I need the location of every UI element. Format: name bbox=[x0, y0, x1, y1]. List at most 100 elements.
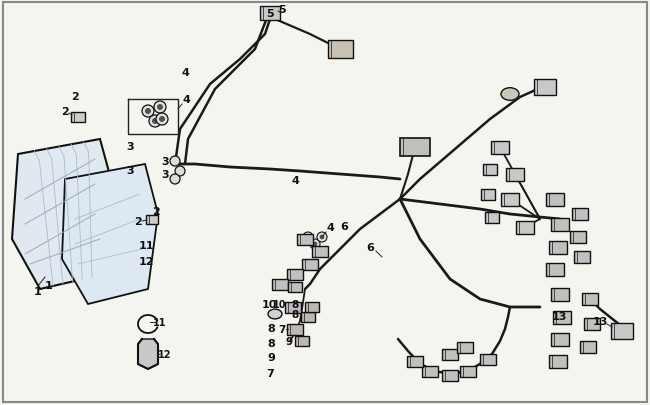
Text: 12: 12 bbox=[138, 256, 154, 266]
Bar bbox=[287, 324, 303, 335]
Ellipse shape bbox=[268, 309, 282, 319]
Bar bbox=[400, 139, 430, 157]
Bar bbox=[483, 164, 497, 175]
Text: 8: 8 bbox=[291, 309, 298, 319]
Text: 10: 10 bbox=[273, 299, 287, 309]
Text: 9: 9 bbox=[285, 336, 293, 346]
Text: 8: 8 bbox=[268, 323, 276, 333]
Circle shape bbox=[159, 117, 164, 122]
Bar bbox=[506, 168, 524, 181]
Circle shape bbox=[170, 175, 180, 185]
Text: 3: 3 bbox=[126, 142, 134, 151]
Bar bbox=[516, 221, 534, 234]
Circle shape bbox=[153, 119, 157, 124]
Bar bbox=[288, 282, 302, 292]
Bar bbox=[285, 302, 301, 313]
Bar bbox=[501, 193, 519, 206]
Polygon shape bbox=[62, 164, 158, 304]
Text: 6: 6 bbox=[341, 222, 348, 232]
Text: 11: 11 bbox=[153, 317, 167, 327]
Bar bbox=[551, 333, 569, 345]
Bar bbox=[481, 189, 495, 200]
Text: 6: 6 bbox=[366, 243, 374, 252]
Circle shape bbox=[149, 116, 161, 128]
Circle shape bbox=[157, 105, 162, 110]
Bar bbox=[491, 141, 509, 154]
Bar bbox=[295, 336, 309, 346]
Bar bbox=[442, 349, 458, 360]
Bar bbox=[570, 231, 586, 243]
Text: 11: 11 bbox=[138, 240, 154, 250]
Bar bbox=[422, 366, 438, 377]
Text: 1: 1 bbox=[34, 286, 42, 296]
Text: 13: 13 bbox=[592, 316, 608, 326]
Circle shape bbox=[156, 114, 168, 126]
Circle shape bbox=[310, 239, 320, 249]
Text: 1: 1 bbox=[45, 281, 53, 290]
Circle shape bbox=[146, 109, 151, 114]
Polygon shape bbox=[12, 140, 115, 289]
Text: 7: 7 bbox=[266, 369, 274, 378]
Text: 2: 2 bbox=[152, 207, 160, 216]
Text: 5: 5 bbox=[278, 5, 286, 15]
Bar bbox=[584, 318, 600, 330]
Bar bbox=[301, 312, 315, 322]
Text: 4: 4 bbox=[182, 95, 190, 105]
Bar bbox=[71, 113, 85, 123]
Circle shape bbox=[320, 235, 324, 239]
Bar bbox=[549, 355, 567, 368]
Bar bbox=[305, 302, 319, 312]
Text: 13: 13 bbox=[551, 312, 567, 322]
Text: 3: 3 bbox=[161, 157, 169, 166]
Text: 7: 7 bbox=[278, 324, 286, 334]
Bar bbox=[312, 246, 328, 257]
Bar bbox=[611, 323, 633, 339]
Text: 10: 10 bbox=[262, 300, 278, 309]
Circle shape bbox=[306, 235, 310, 239]
Bar bbox=[572, 209, 588, 220]
Bar bbox=[457, 342, 473, 353]
Text: 9: 9 bbox=[268, 352, 276, 362]
Bar bbox=[287, 269, 303, 280]
Bar bbox=[260, 7, 280, 21]
Bar bbox=[546, 263, 564, 276]
Ellipse shape bbox=[501, 88, 519, 101]
Bar bbox=[460, 366, 476, 377]
Circle shape bbox=[175, 166, 185, 177]
Text: 8: 8 bbox=[268, 339, 276, 348]
Bar bbox=[328, 41, 352, 59]
Polygon shape bbox=[138, 339, 158, 369]
Bar bbox=[551, 218, 569, 231]
Bar bbox=[485, 212, 499, 223]
Text: 2: 2 bbox=[61, 107, 69, 117]
Bar bbox=[480, 354, 496, 364]
Text: 4: 4 bbox=[326, 222, 334, 232]
Bar bbox=[272, 279, 288, 290]
Text: 5: 5 bbox=[266, 9, 274, 19]
Bar bbox=[546, 193, 564, 206]
Bar bbox=[407, 356, 423, 367]
Circle shape bbox=[313, 243, 317, 246]
Bar bbox=[534, 80, 556, 96]
Circle shape bbox=[154, 102, 166, 114]
Text: 3: 3 bbox=[126, 165, 134, 175]
Bar bbox=[297, 234, 313, 245]
Text: 4: 4 bbox=[181, 68, 189, 78]
Circle shape bbox=[317, 232, 327, 243]
Bar bbox=[582, 293, 598, 305]
Bar bbox=[574, 252, 590, 263]
Circle shape bbox=[142, 106, 154, 118]
Text: 2: 2 bbox=[134, 216, 142, 226]
Text: 4: 4 bbox=[292, 175, 300, 185]
Text: 3: 3 bbox=[161, 170, 169, 179]
Bar bbox=[553, 311, 571, 324]
Bar bbox=[551, 288, 569, 301]
Circle shape bbox=[170, 157, 180, 166]
Bar bbox=[580, 341, 596, 353]
Text: 8: 8 bbox=[291, 299, 298, 309]
Text: 2: 2 bbox=[71, 92, 79, 102]
Bar bbox=[302, 259, 318, 270]
Bar bbox=[549, 241, 567, 254]
Bar bbox=[146, 215, 158, 224]
Text: 12: 12 bbox=[158, 349, 172, 359]
